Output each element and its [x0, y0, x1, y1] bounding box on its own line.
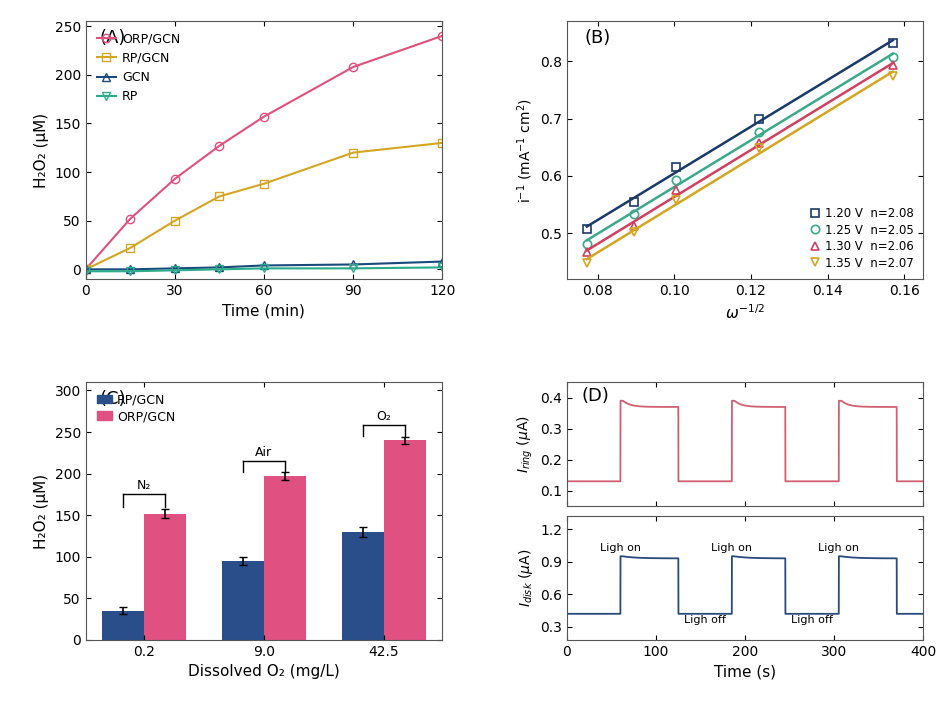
Y-axis label: H₂O₂ (μM): H₂O₂ (μM) — [34, 112, 49, 188]
RP — [347, 264, 359, 272]
RP/GCN — [125, 244, 136, 252]
GCN — [80, 265, 91, 274]
Text: N₂: N₂ — [137, 479, 151, 492]
Line: ORP/GCN: ORP/GCN — [82, 32, 446, 274]
Text: (D): (D) — [582, 387, 609, 405]
ORP/GCN — [80, 265, 91, 274]
RP/GCN — [258, 179, 269, 188]
GCN — [169, 264, 181, 272]
Line: RP: RP — [82, 263, 446, 275]
ORP/GCN — [213, 141, 225, 150]
GCN — [125, 265, 136, 274]
Bar — [102, 611, 144, 640]
RP — [169, 266, 181, 274]
RP — [258, 264, 269, 272]
Bar — [384, 440, 426, 640]
Text: (C): (C) — [100, 390, 127, 408]
ORP/GCN — [436, 32, 447, 41]
ORP/GCN — [347, 63, 359, 71]
Legend: RP/GCN, ORP/GCN: RP/GCN, ORP/GCN — [92, 388, 180, 428]
Legend: ORP/GCN, RP/GCN, GCN, RP: ORP/GCN, RP/GCN, GCN, RP — [92, 28, 186, 108]
RP/GCN — [169, 216, 181, 225]
Text: O₂: O₂ — [377, 410, 391, 423]
Text: (B): (B) — [585, 29, 611, 47]
Y-axis label: $I_{disk}$ ($\mu$A): $I_{disk}$ ($\mu$A) — [517, 549, 534, 607]
RP/GCN — [347, 149, 359, 157]
Text: Ligh on: Ligh on — [819, 542, 860, 552]
Legend: 1.20 V  n=2.08, 1.25 V  n=2.05, 1.30 V  n=2.06, 1.35 V  n=2.07: 1.20 V n=2.08, 1.25 V n=2.05, 1.30 V n=2… — [805, 203, 918, 273]
Bar — [342, 532, 384, 640]
Bar — [144, 513, 186, 640]
RP/GCN — [213, 192, 225, 201]
Line: RP/GCN: RP/GCN — [82, 139, 446, 274]
Bar — [264, 476, 306, 640]
X-axis label: $\omega^{-1/2}$: $\omega^{-1/2}$ — [725, 304, 765, 322]
RP — [436, 263, 447, 272]
X-axis label: Time (s): Time (s) — [714, 664, 776, 679]
Text: Ligh off: Ligh off — [684, 615, 726, 626]
X-axis label: Dissolved O₂ (mg/L): Dissolved O₂ (mg/L) — [188, 664, 340, 679]
Text: Ligh on: Ligh on — [600, 542, 641, 552]
Bar — [222, 561, 264, 640]
ORP/GCN — [169, 175, 181, 183]
ORP/GCN — [125, 215, 136, 223]
Text: (A): (A) — [100, 29, 127, 47]
Text: Ligh off: Ligh off — [791, 615, 833, 626]
Y-axis label: H₂O₂ (μM): H₂O₂ (μM) — [34, 474, 49, 549]
GCN — [213, 263, 225, 272]
Y-axis label: i$^{-1}$ (mA$^{-1}$ cm$^{2}$): i$^{-1}$ (mA$^{-1}$ cm$^{2}$) — [515, 98, 534, 203]
RP — [125, 267, 136, 276]
X-axis label: Time (min): Time (min) — [223, 304, 306, 319]
GCN — [347, 260, 359, 269]
RP/GCN — [436, 139, 447, 147]
ORP/GCN — [258, 112, 269, 121]
GCN — [258, 261, 269, 269]
Line: GCN: GCN — [82, 257, 446, 274]
Y-axis label: $I_{ring}$ ($\mu$A): $I_{ring}$ ($\mu$A) — [515, 415, 534, 473]
Text: Air: Air — [255, 446, 272, 459]
GCN — [436, 257, 447, 266]
Text: Ligh on: Ligh on — [711, 542, 752, 552]
RP — [80, 267, 91, 276]
RP/GCN — [80, 265, 91, 274]
RP — [213, 265, 225, 274]
